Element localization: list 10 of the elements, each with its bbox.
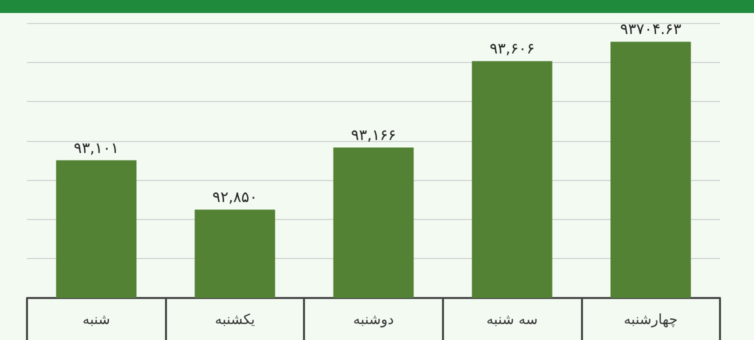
data-label: ۹۳,۱۶۶	[350, 126, 396, 144]
data-label: ۹۳,۶۰۶	[490, 40, 535, 58]
x-tick-label: سه شنبه	[486, 312, 538, 328]
data-label: ۹۲,۸۵۰	[212, 188, 258, 206]
data-label: ۹۳,۱۰۱	[74, 138, 119, 157]
x-tick-label: چهارشنبه	[624, 312, 678, 328]
data-label: ۹۳۷۰۴.۶۳	[620, 20, 682, 38]
x-tick-label: دوشنبه	[353, 312, 394, 328]
x-tick-label: شنبه	[82, 312, 110, 328]
x-tick-label: یکشنبه	[214, 312, 256, 328]
